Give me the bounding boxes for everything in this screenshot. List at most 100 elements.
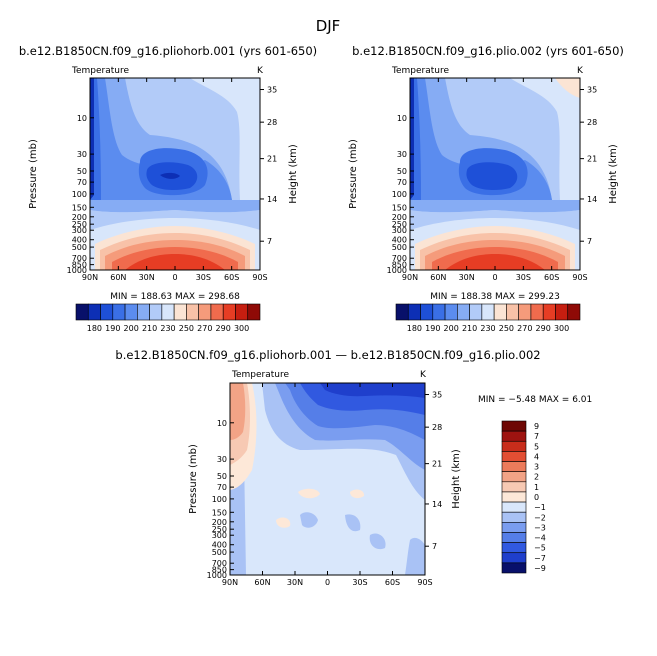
colorbar-swatch (112, 303, 126, 321)
colorbar-label: 0 (534, 493, 539, 502)
colorbar-swatch (506, 303, 519, 321)
y-tick-label: 150 (212, 508, 227, 517)
panel-right-title: b.e12.B1850CN.f09_g16.plio.002 (yrs 601-… (352, 44, 624, 58)
y-tick-label: 100 (72, 190, 87, 199)
colorbar-swatch (501, 451, 527, 462)
contour-band (298, 488, 320, 499)
y-tick-label: 1000 (67, 266, 87, 275)
height-tick-label: 35 (587, 86, 597, 95)
colorbar-label: 9 (534, 422, 539, 431)
colorbar-swatch (530, 303, 544, 321)
panel-right-axes: 90N 60N 30N 0 30S 60S 90S103050701001502002503… (387, 78, 597, 282)
colorbar-swatch (186, 303, 199, 321)
colorbar-label: 290 (216, 324, 231, 333)
contour-band (125, 254, 225, 270)
colorbar-swatch (161, 303, 175, 321)
y-tick-label: 100 (392, 190, 407, 199)
colorbar-swatch (432, 303, 446, 321)
colorbar-swatch (222, 303, 236, 321)
colorbar-label: −7 (534, 554, 546, 563)
height-tick-label: 28 (587, 118, 597, 127)
colorbar-swatch (501, 562, 527, 574)
height-tick-label: 7 (267, 237, 272, 246)
panel-right-ylabel: Pressure (mb) (348, 139, 359, 209)
colorbar-label: 180 (407, 324, 422, 333)
x-tick-label: 30S (516, 273, 531, 282)
panel-left-title: b.e12.B1850CN.f09_g16.pliohorb.001 (yrs … (19, 44, 317, 58)
panel-left-ylabel-right: Height (km) (288, 144, 299, 204)
height-tick-label: 28 (267, 118, 277, 127)
colorbar-label: −4 (534, 534, 546, 543)
colorbar-label: 250 (179, 324, 194, 333)
colorbar-label: 270 (517, 324, 532, 333)
height-tick-label: 21 (587, 155, 597, 164)
panel-left-axes: 90N 60N 30N 0 30S 60S 90S103050701001502002503… (67, 78, 277, 282)
colorbar-label: 7 (534, 432, 539, 441)
colorbar-label: 190 (105, 324, 120, 333)
colorbar-swatch (501, 552, 527, 564)
colorbar-label: 250 (499, 324, 514, 333)
y-tick-label: 150 (72, 203, 87, 212)
colorbar-label: 230 (480, 324, 495, 333)
panel-diff-variable: Temperature (231, 370, 289, 380)
colorbar-swatch (444, 303, 458, 321)
panel-diff: b.e12.B1850CN.f09_g16.pliohorb.001 — b.e… (115, 348, 592, 587)
x-tick-label: 90S (252, 273, 267, 282)
panel-left-variable: Temperature (71, 66, 129, 76)
panel-right-units: K (577, 66, 584, 76)
colorbar-swatch (501, 461, 527, 472)
colorbar-swatch (501, 430, 527, 442)
panel-diff-ylabel-right: Height (km) (451, 449, 462, 509)
y-tick-label: 300 (72, 226, 87, 235)
colorbar-swatch (501, 511, 527, 523)
colorbar-label: 2 (534, 473, 539, 482)
contour-band (90, 200, 260, 213)
colorbar-swatch (149, 303, 163, 321)
contour-band (320, 383, 425, 398)
colorbar-swatch (198, 303, 212, 321)
y-tick-label: 50 (77, 167, 87, 176)
y-tick-label: 400 (212, 541, 227, 550)
contour-band (345, 514, 361, 532)
contour-band (90, 78, 94, 200)
y-tick-label: 70 (217, 483, 227, 492)
figure-title: DJF (316, 17, 341, 35)
panel-left-ylabel: Pressure (mb) (28, 139, 39, 209)
y-tick-label: 30 (397, 150, 407, 159)
y-tick-label: 400 (72, 236, 87, 245)
x-tick-label: 30N (459, 273, 475, 282)
colorbar-label: 300 (234, 324, 249, 333)
x-tick-label: 90S (417, 578, 432, 587)
panel-right-ylabel-right: Height (km) (608, 144, 619, 204)
x-tick-label: 90N (402, 273, 418, 282)
x-tick-label: 90N (222, 578, 238, 587)
contour-band (466, 162, 518, 191)
contour-band (445, 254, 545, 270)
colorbar-swatch (481, 303, 495, 321)
y-tick-label: 30 (77, 150, 87, 159)
colorbar-swatch (407, 303, 421, 321)
contour-band (510, 78, 580, 200)
height-tick-label: 7 (432, 542, 437, 551)
colorbar-swatch (501, 420, 527, 432)
height-tick-label: 7 (587, 237, 592, 246)
colorbar-label: 210 (142, 324, 157, 333)
height-tick-label: 14 (267, 195, 277, 204)
contour-band (555, 78, 580, 98)
x-tick-label: 0 (172, 273, 177, 282)
x-tick-label: 60N (110, 273, 126, 282)
height-tick-label: 35 (432, 391, 442, 400)
colorbar-label: 210 (462, 324, 477, 333)
colorbar-label: 4 (534, 452, 539, 461)
colorbar-swatch (469, 303, 483, 321)
y-tick-label: 250 (212, 525, 227, 534)
x-tick-label: 60N (430, 273, 446, 282)
colorbar-swatch (235, 303, 249, 321)
colorbar-swatch (457, 303, 470, 321)
colorbar-label: 200 (124, 324, 139, 333)
y-tick-label: 700 (72, 254, 87, 263)
panel-right-stats: MIN = 188.38 MAX = 299.23 (430, 292, 560, 302)
x-tick-label: 0 (325, 578, 330, 587)
colorbar-label: 200 (444, 324, 459, 333)
